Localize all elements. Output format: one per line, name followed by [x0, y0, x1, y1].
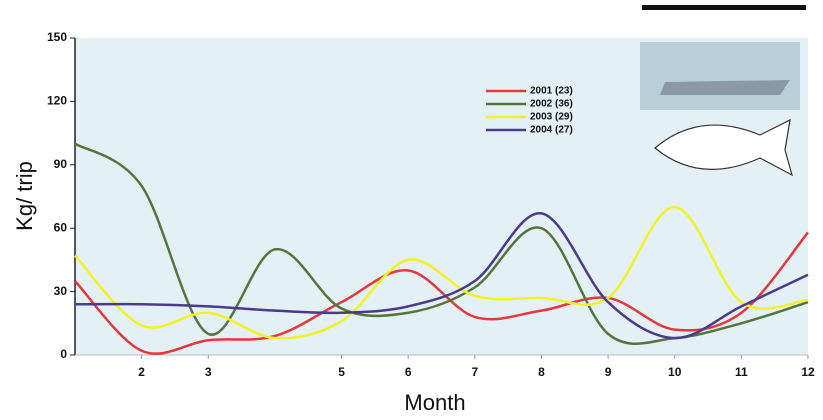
legend-label: 2003 (29) [530, 112, 573, 123]
y-tick-label: 60 [54, 220, 68, 234]
x-tick-label: 2 [138, 365, 145, 379]
x-tick-label: 7 [471, 365, 478, 379]
legend-label: 2004 (27) [530, 125, 573, 136]
boat-photo [640, 42, 800, 110]
x-tick-label: 9 [605, 365, 612, 379]
y-tick-label: 0 [60, 347, 67, 361]
y-tick-label: 30 [54, 284, 68, 298]
y-tick-label: 90 [54, 157, 68, 171]
legend-label: 2002 (36) [530, 99, 573, 110]
y-axis-label: Kg/ trip [12, 161, 37, 231]
x-axis-label: Month [404, 390, 465, 415]
decor-bar [642, 5, 806, 10]
x-tick-label: 6 [405, 365, 412, 379]
boat [660, 80, 790, 95]
series-line [74, 205, 809, 340]
x-tick-label: 11 [735, 365, 748, 379]
x-tick-label: 3 [205, 365, 212, 379]
y-tick-label: 150 [47, 30, 67, 44]
series-line [74, 212, 809, 340]
x-tick-label: 5 [338, 365, 345, 379]
y-tick-label: 120 [47, 94, 67, 108]
x-tick-label: 12 [801, 365, 815, 379]
x-tick-label: 10 [668, 365, 682, 379]
legend-label: 2001 (23) [530, 86, 573, 97]
x-tick-label: 8 [538, 365, 545, 379]
fish [654, 118, 793, 177]
